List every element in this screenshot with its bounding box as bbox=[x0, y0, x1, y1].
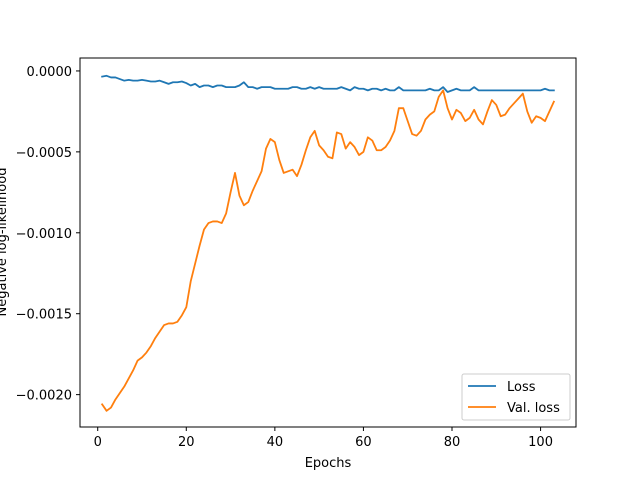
plot-lines bbox=[100, 74, 556, 412]
series-line-val-loss bbox=[100, 89, 556, 412]
legend: Loss Val. loss bbox=[461, 373, 571, 421]
y-tick-label: 0.0000 bbox=[27, 65, 73, 80]
x-axis-ticks: 0 20 40 60 80 100 bbox=[94, 427, 553, 450]
y-tick-label: −0.0005 bbox=[16, 146, 72, 161]
x-tick-label: 20 bbox=[178, 435, 195, 450]
series-line-loss bbox=[101, 74, 555, 93]
legend-label-loss: Loss bbox=[507, 380, 536, 395]
x-tick-label: 40 bbox=[267, 435, 284, 450]
x-tick-label: 60 bbox=[355, 435, 372, 450]
x-tick-label: 80 bbox=[444, 435, 461, 450]
x-axis-label: Epochs bbox=[305, 456, 352, 471]
y-axis-label: Negative log-likelihood bbox=[0, 168, 10, 317]
axes-frame bbox=[79, 57, 577, 428]
y-tick-label: −0.0015 bbox=[16, 308, 72, 323]
x-tick-label: 0 bbox=[94, 435, 102, 450]
y-tick-label: −0.0020 bbox=[16, 389, 72, 404]
y-axis-ticks: 0.0000 −0.0005 −0.0010 −0.0015 −0.0020 bbox=[16, 65, 80, 404]
y-tick-label: −0.0010 bbox=[16, 227, 72, 242]
legend-label-val-loss: Val. loss bbox=[507, 401, 560, 416]
x-tick-label: 100 bbox=[528, 435, 553, 450]
